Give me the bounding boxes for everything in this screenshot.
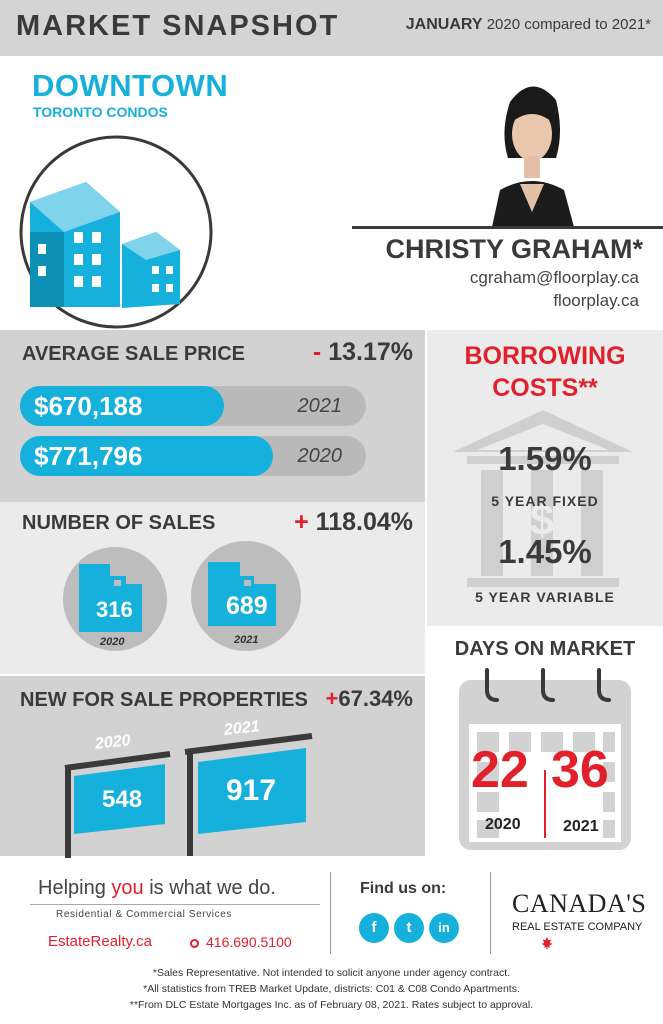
borrowing-costs-panel: BORROWING COSTS** $ 1.59% 5 YEAR FIXED 1… (427, 330, 663, 626)
rate-fixed: 1.59% (498, 440, 592, 477)
sales-value-2021: 689 (226, 592, 268, 620)
for-sale-sign-2021 (184, 733, 313, 856)
footnote-3: **From DLC Estate Mortgages Inc. as of F… (129, 999, 534, 1011)
average-sale-price-title: AVERAGE SALE PRICE (22, 343, 245, 365)
sales-year-2020: 2020 (100, 636, 125, 648)
rate-fixed-label: 5 YEAR FIXED (491, 493, 599, 509)
days-value-2021: 36 (551, 741, 609, 799)
report-comparison: 2020 compared to 2021* (486, 16, 651, 33)
number-of-sales-title: NUMBER OF SALES (22, 512, 216, 534)
footer-divider-2 (490, 872, 491, 954)
svg-text:$: $ (530, 496, 554, 545)
change-value: 118.04% (315, 508, 413, 536)
price-year-2021: 2021 (297, 395, 343, 417)
slogan-you: you (111, 877, 144, 899)
change-sign: + (325, 686, 339, 711)
average-sale-price-change: - 13.17% (313, 338, 413, 367)
maple-leaf-icon (541, 936, 553, 950)
slogan-pre: Helping (38, 877, 112, 899)
change-value: 67.34% (338, 686, 413, 711)
footer-divider-1 (330, 872, 331, 954)
days-on-market-title: DAYS ON MARKET (454, 638, 636, 660)
price-bar-fill-2021 (20, 386, 225, 426)
change-sign: - (312, 338, 322, 366)
price-bar-2020: $771,796 2020 (20, 436, 366, 476)
new-for-sale-change: +67.34% (326, 686, 413, 712)
sales-building-icon-2020 (63, 547, 167, 651)
price-value-2021: $670,188 (34, 391, 143, 421)
bank-icon: $ (453, 410, 633, 587)
services-text: Residential & Commercial Services (56, 909, 232, 920)
city-title: DOWNTOWN (32, 68, 229, 103)
days-on-market-panel: DAYS ON MARKET 22 36 2020 2021 (427, 628, 663, 856)
borrowing-title-line1: BORROWING (464, 342, 626, 370)
footnote-2: *All statistics from TREB Market Update,… (143, 983, 520, 995)
price-bar-2021: $670,188 2021 (20, 386, 366, 426)
agent-website[interactable]: floorplay.ca (553, 291, 639, 310)
footnote-1: *Sales Representative. Not intended to s… (152, 967, 511, 979)
calendar-icon (459, 668, 631, 850)
slogan-divider (30, 904, 320, 905)
price-bar-fill-2020 (20, 436, 273, 476)
find-us-label: Find us on: (360, 880, 447, 897)
sales-value-2020: 316 (96, 597, 133, 622)
report-period: JANUARY 2020 compared to 2021* (406, 16, 651, 34)
days-year-2021: 2021 (563, 818, 599, 835)
number-of-sales-change: + 118.04% (294, 508, 413, 537)
new-for-sale-title: NEW FOR SALE PROPERTIES (20, 689, 308, 711)
days-value-2020: 22 (471, 741, 529, 799)
average-sale-price-panel: AVERAGE SALE PRICE - 13.17% $670,188 202… (0, 330, 425, 502)
price-year-2020: 2020 (297, 445, 343, 467)
new-sale-value-2021: 917 (226, 774, 277, 807)
slogan: Helping you is what we do. (38, 877, 276, 900)
twitter-icon[interactable]: t (394, 913, 424, 943)
brand-tagline: REAL ESTATE COMPANY (512, 921, 643, 933)
days-year-2020: 2020 (485, 816, 521, 833)
slogan-post: is what we do. (143, 877, 276, 899)
brokerage-website-link[interactable]: EstateRealty.ca (48, 933, 152, 950)
rate-variable: 1.45% (498, 533, 592, 570)
change-value: 13.17% (328, 338, 413, 366)
agent-photo (452, 72, 612, 227)
header-bar (0, 0, 663, 56)
agent-email[interactable]: cgraham@floorplay.ca (469, 268, 639, 287)
for-sale-sign-2020 (64, 751, 171, 858)
number-of-sales-panel: NUMBER OF SALES + 118.04% 316 2020 689 2… (0, 502, 425, 674)
facebook-icon[interactable]: f (359, 913, 389, 943)
borrowing-title-line2: COSTS** (492, 374, 598, 402)
agent-divider (352, 226, 663, 229)
phone-number[interactable]: 416.690.5100 (190, 934, 292, 950)
sales-building-icon-2021 (191, 541, 301, 651)
page-title: MARKET SNAPSHOT (16, 10, 340, 42)
sales-year-2021: 2021 (234, 634, 259, 646)
report-month: JANUARY (405, 16, 483, 33)
new-for-sale-panel: NEW FOR SALE PROPERTIES +67.34% 2020 548… (0, 676, 425, 858)
phone-number-text: 416.690.5100 (206, 934, 292, 950)
phone-bullet-icon (190, 938, 199, 948)
new-sale-value-2020: 548 (102, 786, 143, 813)
city-subtitle: TORONTO CONDOS (33, 104, 168, 120)
change-sign: + (294, 508, 309, 536)
building-icon (19, 135, 213, 329)
brand-name: CANADA'S (512, 889, 647, 918)
agent-name: CHRISTY GRAHAM* (385, 234, 643, 264)
rate-variable-label: 5 YEAR VARIABLE (475, 589, 615, 605)
linkedin-icon[interactable]: in (429, 913, 459, 943)
price-value-2020: $771,796 (34, 441, 143, 471)
